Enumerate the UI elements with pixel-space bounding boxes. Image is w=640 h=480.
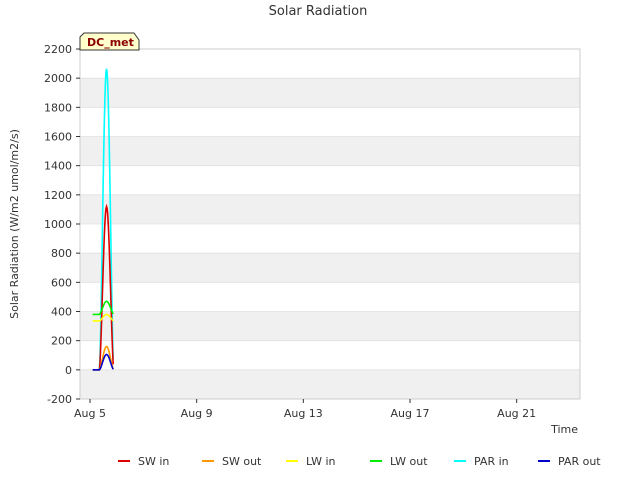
- grid-band: [80, 136, 580, 166]
- x-tick-label: Aug 17: [391, 407, 430, 420]
- station-tag-box: [79, 32, 140, 51]
- y-tick-label: 1600: [44, 131, 72, 144]
- legend-label: LW in: [306, 455, 336, 468]
- legend: SW in SW out LW in LW out PAR in PAR out: [118, 455, 601, 468]
- y-tick-label: 200: [51, 335, 72, 348]
- x-tick-label: Aug 13: [284, 407, 323, 420]
- x-axis-ticks: Aug 5 Aug 9 Aug 13 Aug 17 Aug 21: [74, 399, 536, 420]
- chart-title: Solar Radiation: [269, 4, 368, 19]
- station-tag: DC_met: [79, 32, 140, 51]
- y-tick-label: 0: [65, 364, 72, 377]
- y-tick-label: 2200: [44, 43, 72, 56]
- x-tick-label: Aug 5: [74, 407, 106, 420]
- y-tick-label: 1000: [44, 218, 72, 231]
- y-axis-label: Solar Radiation (W/m2 umol/m2/s): [8, 129, 21, 319]
- legend-label: LW out: [390, 455, 428, 468]
- x-axis-label: Time: [550, 423, 578, 436]
- y-tick-label: 2000: [44, 72, 72, 85]
- y-tick-label: 400: [51, 306, 72, 319]
- y-tick-label: -200: [47, 393, 72, 406]
- x-tick-label: Aug 21: [497, 407, 536, 420]
- y-tick-label: 600: [51, 276, 72, 289]
- legend-label: PAR out: [558, 455, 601, 468]
- y-tick-label: 1200: [44, 189, 72, 202]
- grid-band: [80, 253, 580, 283]
- y-tick-label: 1400: [44, 160, 72, 173]
- x-tick-label: Aug 9: [181, 407, 213, 420]
- legend-label: SW in: [138, 455, 169, 468]
- series-layer: [92, 68, 115, 371]
- series-line-lw-out: [92, 300, 114, 316]
- series-line-lw-in: [92, 313, 114, 322]
- grid-band: [80, 311, 580, 341]
- legend-label: SW out: [222, 455, 262, 468]
- grid-band: [80, 78, 580, 108]
- series-line-par-out: [92, 353, 114, 371]
- y-axis-ticks: -200 0 200 400 600 800 1000 1200 1400 1600 1800 200…: [44, 43, 80, 406]
- y-tick-label: 1800: [44, 101, 72, 114]
- grid-band: [80, 194, 580, 224]
- station-tag-text: DC_met: [87, 36, 134, 49]
- grid-band: [80, 369, 580, 399]
- y-tick-label: 800: [51, 247, 72, 260]
- legend-label: PAR in: [474, 455, 509, 468]
